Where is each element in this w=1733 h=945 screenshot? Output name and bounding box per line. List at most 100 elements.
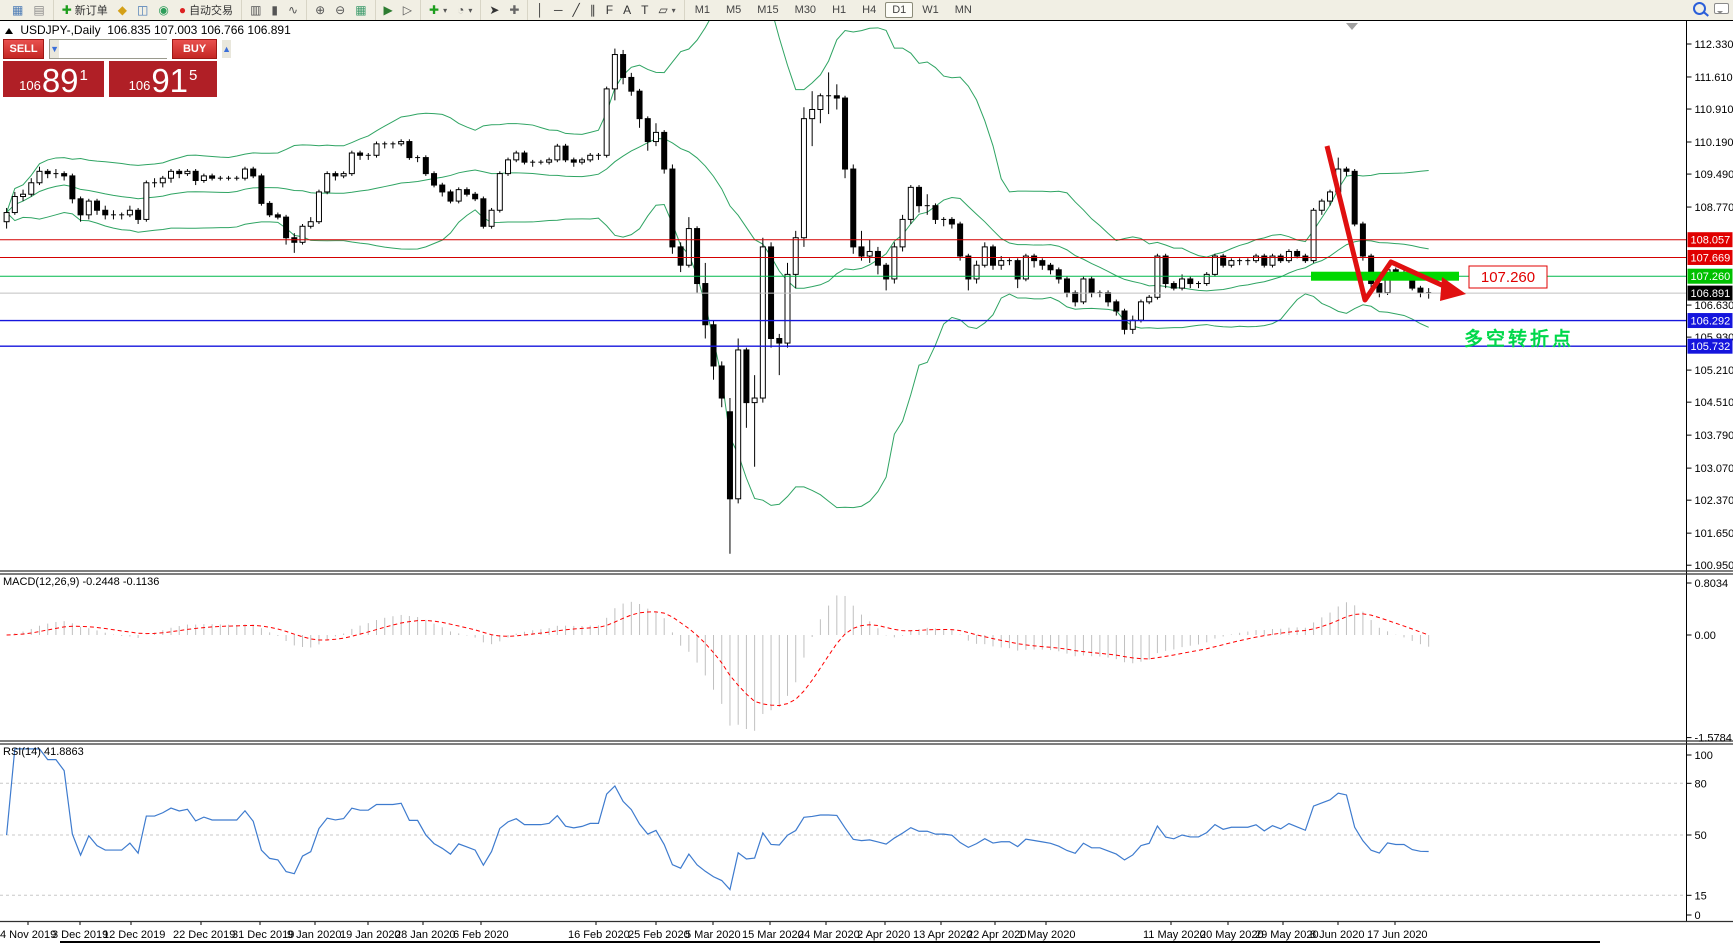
svg-text:5 Mar 2020: 5 Mar 2020 [685,929,741,941]
svg-text:19 Jan 2020: 19 Jan 2020 [340,929,401,941]
timeframe-button-m1[interactable]: M1 [694,4,710,16]
autotrade-button[interactable]: ● 自动交易 [175,0,237,20]
svg-text:11 May 2020: 11 May 2020 [1143,929,1206,941]
svg-text:0.8034: 0.8034 [1695,578,1729,590]
price-callout-text: 107.260 [1481,269,1535,286]
svg-text:9 Jan 2020: 9 Jan 2020 [287,929,341,941]
chart-shift-marker-icon[interactable] [1346,23,1358,30]
svg-text:108.057: 108.057 [1691,235,1731,247]
indicators-button: ✚ [429,3,440,17]
support-highlight-band[interactable] [1311,271,1459,281]
new-chart-icon[interactable]: ▦ [8,2,27,18]
macd-signal-line [6,611,1429,707]
new-order-button[interactable]: ✚ 新订单 [58,0,112,20]
trend-arrow-head [1440,277,1466,301]
svg-text:106.630: 106.630 [1695,300,1733,312]
svg-text:107.260: 107.260 [1691,271,1731,283]
chat-icon[interactable] [1714,3,1729,14]
sell-price-tile[interactable]: 106 89 1 [3,61,104,97]
line-chart-icon[interactable]: ∿ [284,2,302,18]
horizontal-line-icon[interactable]: ─ [550,2,567,18]
candle-chart-icon[interactable]: ▮ [267,2,282,18]
rsi-value: 41.8863 [43,746,84,758]
toolbar-group-3: ⊕ ⊖ ▦ [307,0,376,20]
text-icon[interactable]: A [619,2,635,18]
signal-icon[interactable]: ◉ [154,2,172,18]
profiles-icon[interactable]: ▤ [29,2,48,18]
svg-text:8 Jun 2020: 8 Jun 2020 [1310,929,1364,941]
timeframe-button-m30[interactable]: M30 [794,4,817,16]
buy-button[interactable]: BUY [172,39,217,59]
indicators-button-caret-icon: ▾ [443,5,448,15]
new-order-button-label: 新订单 [74,5,108,17]
tile-windows-icon[interactable]: ▦ [351,2,370,18]
rsi-line [6,748,1429,891]
buy-price-tile[interactable]: 106 91 5 [109,61,217,97]
navigator-icon[interactable]: ◫ [133,2,152,18]
trend-arrow[interactable] [1324,145,1448,303]
svg-text:12 Dec 2019: 12 Dec 2019 [103,929,165,941]
bar-chart-icon[interactable]: ▥ [246,2,265,18]
timeframe-button-w1[interactable]: W1 [922,4,939,16]
symbol-period-label: USDJPY-,Daily [20,23,101,37]
timeframe-button-m5[interactable]: M5 [725,4,742,16]
cn-annotation-text[interactable]: 多空转折点 [1464,327,1574,350]
autotrade-button: ● [178,3,187,17]
ohlc-values: 106.835 107.003 106.766 106.891 [107,23,291,37]
timeframe-button-h1[interactable]: H1 [832,4,847,16]
sell-button[interactable]: SELL [3,39,45,59]
svg-text:-1.5784: -1.5784 [1695,733,1732,745]
chart-shift-icon: ▷ [402,3,413,17]
new-order-button: ✚ [61,3,72,17]
crosshair-icon[interactable]: ✚ [505,2,523,18]
toolbar-group-0: ▦ ▤ [4,0,54,20]
trendline-icon: ╱ [572,3,580,17]
rsi-label: RSI(14) 41.8863 [3,746,84,758]
cursor-icon[interactable]: ➤ [485,2,503,18]
volume-decrease-button[interactable]: ▼ [50,40,60,58]
line-chart-icon: ∿ [288,3,299,17]
search-icon[interactable] [1693,2,1706,15]
svg-text:80: 80 [1695,778,1707,790]
channel-icon[interactable]: ∥ [586,2,600,18]
horizontal-level-lines[interactable] [0,239,1686,347]
buy-price-pip: 5 [189,67,198,84]
svg-text:28 Jan 2020: 28 Jan 2020 [395,929,456,941]
fibonacci-icon[interactable]: F [602,2,617,18]
svg-text:107.669: 107.669 [1691,252,1731,264]
zoom-in-icon[interactable]: ⊕ [311,2,329,18]
chart-shift-icon[interactable]: ▷ [399,2,416,18]
shapes-button[interactable]: ▱ ▾ [654,2,679,18]
price-axis[interactable]: 112.330 111.610 110.910 110.190 109.490 108.7… [1686,39,1733,922]
macd-histogram [14,595,1430,731]
auto-scroll-icon: ▶ [383,3,393,17]
volume-increase-button[interactable]: ▲ [222,40,231,58]
sell-price-figure: 106 [19,78,41,93]
svg-text:16 Feb 2020: 16 Feb 2020 [568,929,630,941]
timeframe-button-mn[interactable]: MN [954,4,972,16]
trendline-icon[interactable]: ╱ [569,2,584,18]
periods-button[interactable]: ◔ ▾ [453,2,476,18]
autotrade-button-label: 自动交易 [189,5,234,17]
svg-text:31 Dec 2019: 31 Dec 2019 [232,929,294,941]
svg-text:22 Apr 2020: 22 Apr 2020 [967,929,1026,941]
price-callout-box[interactable] [1468,265,1548,289]
market-watch-icon[interactable]: ◆ [114,2,131,18]
timeframe-button-m15[interactable]: M15 [757,4,779,16]
label-icon[interactable]: T [637,2,652,18]
chart-canvas[interactable]: 107.260 多空转折点 112.330 111.610 110.910 110.190… [0,20,1733,945]
timeframe-button-d1[interactable]: D1 [885,2,914,18]
vertical-line-icon[interactable]: │ [532,2,548,18]
indicators-button[interactable]: ✚ ▾ [425,2,451,18]
svg-text:105.732: 105.732 [1691,341,1731,353]
sell-price-pip: 1 [79,67,88,84]
zoom-out-icon: ⊖ [335,3,346,17]
auto-scroll-icon[interactable]: ▶ [380,2,397,18]
zoom-out-icon[interactable]: ⊖ [331,2,349,18]
sell-price-big: 89 [41,62,79,99]
timeframe-button-h4[interactable]: H4 [862,4,877,16]
periods-button-caret-icon: ▾ [468,5,473,15]
svg-text:100: 100 [1695,750,1713,762]
toolbar-group-2: ▥ ▮ ∿ [242,0,308,20]
